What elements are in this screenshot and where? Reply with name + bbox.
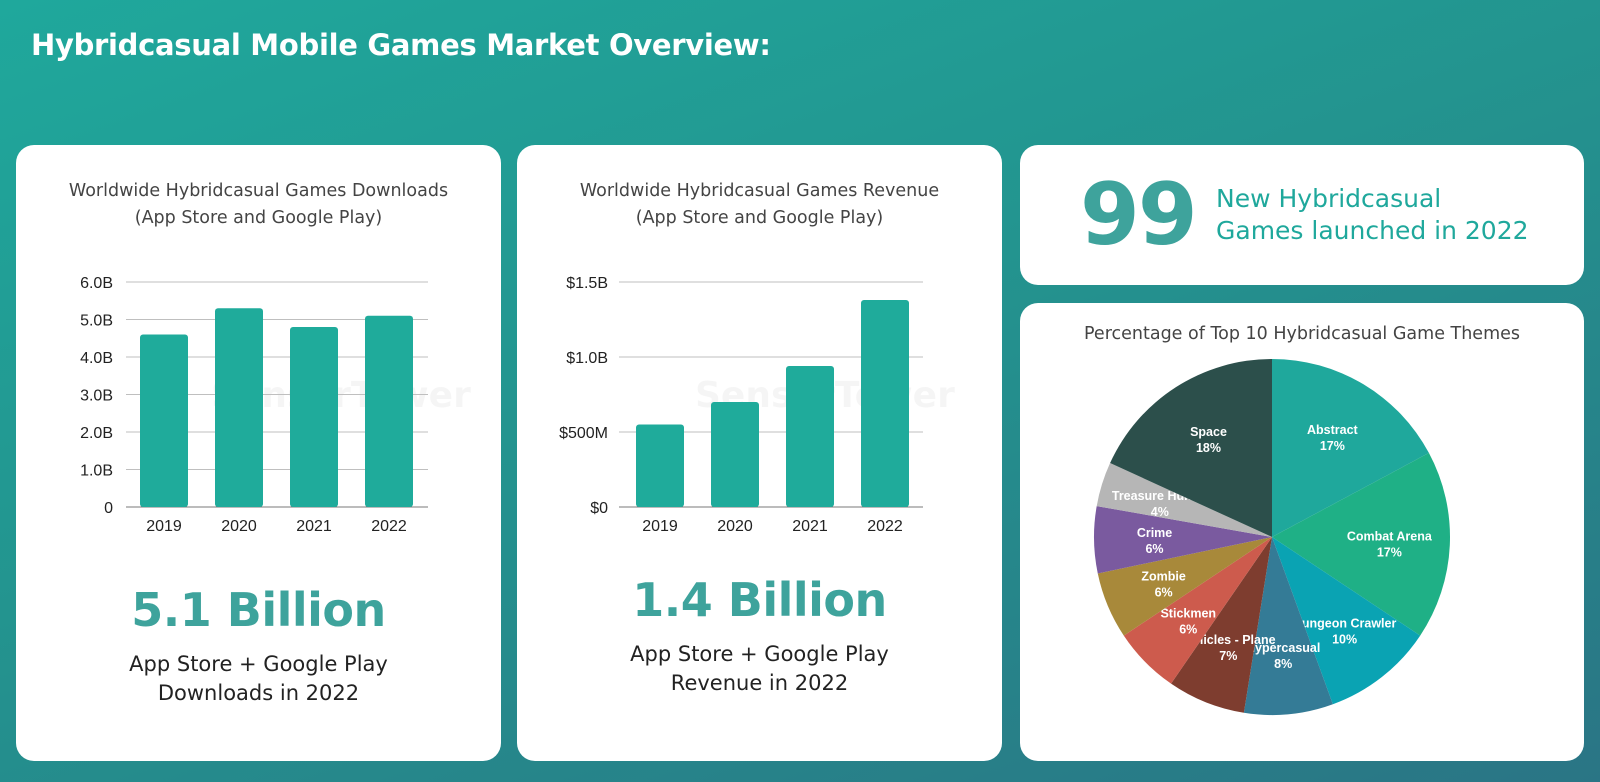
pie-value-stickmen: 6% <box>1179 622 1197 636</box>
pie-label-crime: Crime <box>1137 526 1172 540</box>
downloads-ytick-label: 2.0B <box>80 425 113 442</box>
downloads-caption-line2: Downloads in 2022 <box>157 681 360 705</box>
themes-card: Percentage of Top 10 Hybridcasual Game T… <box>1020 303 1584 761</box>
pie-slice-abstract <box>1272 359 1429 537</box>
revenue-xtick-label: 2021 <box>792 518 828 535</box>
page-title: Hybridcasual Mobile Games Market Overvie… <box>31 28 771 62</box>
downloads-bar-chart: SensorTower 01.0B2.0B3.0B4.0B5.0B6.0B201… <box>80 275 471 535</box>
pie-slice-combat-arena <box>1272 452 1450 636</box>
downloads-chart-title: Worldwide Hybridcasual Games Downloads (… <box>16 178 501 232</box>
revenue-title-line2: (App Store and Google Play) <box>635 208 884 228</box>
pie-value-combat-arena: 17% <box>1377 546 1402 560</box>
downloads-ytick-label: 6.0B <box>80 275 113 292</box>
pie-label-combat-arena: Combat Arena <box>1347 530 1433 544</box>
revenue-bar-2022 <box>861 300 909 507</box>
revenue-card: Worldwide Hybridcasual Games Revenue (Ap… <box>517 145 1002 761</box>
new-games-text-line2: Games launched in 2022 <box>1216 216 1529 245</box>
themes-pie-chart: Abstract 17% Combat Arena 17% Dungeon Crawle… <box>1094 359 1450 715</box>
revenue-ytick-label: $500M <box>559 425 608 442</box>
pie-value-zombie: 6% <box>1155 585 1173 599</box>
revenue-bar-2019 <box>636 424 684 507</box>
pie-value-treasure-hunter: 4% <box>1151 505 1169 519</box>
themes-chart-title: Percentage of Top 10 Hybridcasual Game T… <box>1084 324 1520 344</box>
downloads-ytick-label: 4.0B <box>80 350 113 367</box>
pie-slice-treasure-hunter <box>1096 463 1272 537</box>
pie-slice-crime <box>1094 506 1272 574</box>
pie-value-vehicles-plane: 7% <box>1219 649 1237 663</box>
revenue-big-stat: 1.4 Billion <box>632 573 887 627</box>
pie-label-dungeon-crawler: Dungeon Crawler <box>1293 616 1397 630</box>
new-games-text-line1: New Hybridcasual <box>1216 184 1442 213</box>
downloads-xtick-label: 2022 <box>371 518 407 535</box>
new-games-card: 99 New Hybridcasual Games launched in 20… <box>1020 145 1584 285</box>
revenue-caption-line1: App Store + Google Play <box>630 642 889 666</box>
new-games-text: New Hybridcasual Games launched in 2022 <box>1216 183 1529 247</box>
pie-label-vehicles-plane: Vehicles - Plane <box>1181 633 1276 647</box>
downloads-title-line2: (App Store and Google Play) <box>134 208 383 228</box>
revenue-stat-caption: App Store + Google Play Revenue in 2022 <box>517 640 1002 698</box>
downloads-bar-2022 <box>365 315 413 507</box>
downloads-bar-2021 <box>290 327 338 507</box>
revenue-bar-chart: SensorTower $0$500M$1.0B$1.5B20192020202… <box>559 275 955 535</box>
downloads-ytick-label: 5.0B <box>80 313 113 330</box>
pie-value-dungeon-crawler: 10% <box>1332 632 1357 646</box>
downloads-big-stat: 5.1 Billion <box>131 583 386 637</box>
pie-value-abstract: 17% <box>1320 439 1345 453</box>
revenue-xtick-label: 2020 <box>717 518 753 535</box>
pie-slice-dungeon-crawler <box>1272 537 1421 705</box>
downloads-title-line1: Worldwide Hybridcasual Games Downloads <box>68 181 449 201</box>
revenue-ytick-label: $1.0B <box>566 350 608 367</box>
revenue-ytick-label: $1.5B <box>566 275 608 292</box>
downloads-bar-2019 <box>140 334 188 507</box>
downloads-bar-2020 <box>215 308 263 507</box>
pie-label-stickmen: Stickmen <box>1160 606 1216 620</box>
pie-slice-vehicles-plane <box>1171 537 1272 713</box>
new-games-count: 99 <box>1080 165 1198 265</box>
downloads-xtick-label: 2021 <box>296 518 332 535</box>
downloads-xtick-label: 2019 <box>146 518 182 535</box>
pie-slice-stickmen <box>1123 537 1272 684</box>
revenue-bar-2020 <box>711 402 759 507</box>
pie-value-hypercasual: 8% <box>1274 657 1292 671</box>
pie-label-hypercasual: Hypercasual <box>1246 641 1320 655</box>
pie-slice-zombie <box>1097 537 1272 636</box>
pie-slice-space <box>1110 359 1272 537</box>
pie-label-zombie: Zombie <box>1141 569 1185 583</box>
downloads-xtick-label: 2020 <box>221 518 257 535</box>
revenue-ytick-label: $0 <box>590 500 608 517</box>
pie-value-crime: 6% <box>1145 542 1163 556</box>
pie-label-abstract: Abstract <box>1307 423 1359 437</box>
downloads-card: Worldwide Hybridcasual Games Downloads (… <box>16 145 501 761</box>
pie-slice-hypercasual <box>1243 537 1333 715</box>
pie-label-space: Space <box>1190 425 1227 439</box>
downloads-stat-caption: App Store + Google Play Downloads in 202… <box>16 650 501 708</box>
revenue-xtick-label: 2019 <box>642 518 678 535</box>
downloads-ytick-label: 3.0B <box>80 388 113 405</box>
revenue-xtick-label: 2022 <box>867 518 903 535</box>
revenue-bar-2021 <box>786 366 834 507</box>
pie-value-space: 18% <box>1196 441 1221 455</box>
downloads-caption-line1: App Store + Google Play <box>129 652 388 676</box>
revenue-caption-line2: Revenue in 2022 <box>670 671 849 695</box>
downloads-ytick-label: 0 <box>104 500 113 517</box>
revenue-title-line1: Worldwide Hybridcasual Games Revenue <box>579 181 940 201</box>
downloads-ytick-label: 1.0B <box>80 463 113 480</box>
revenue-chart-title: Worldwide Hybridcasual Games Revenue (Ap… <box>517 178 1002 232</box>
